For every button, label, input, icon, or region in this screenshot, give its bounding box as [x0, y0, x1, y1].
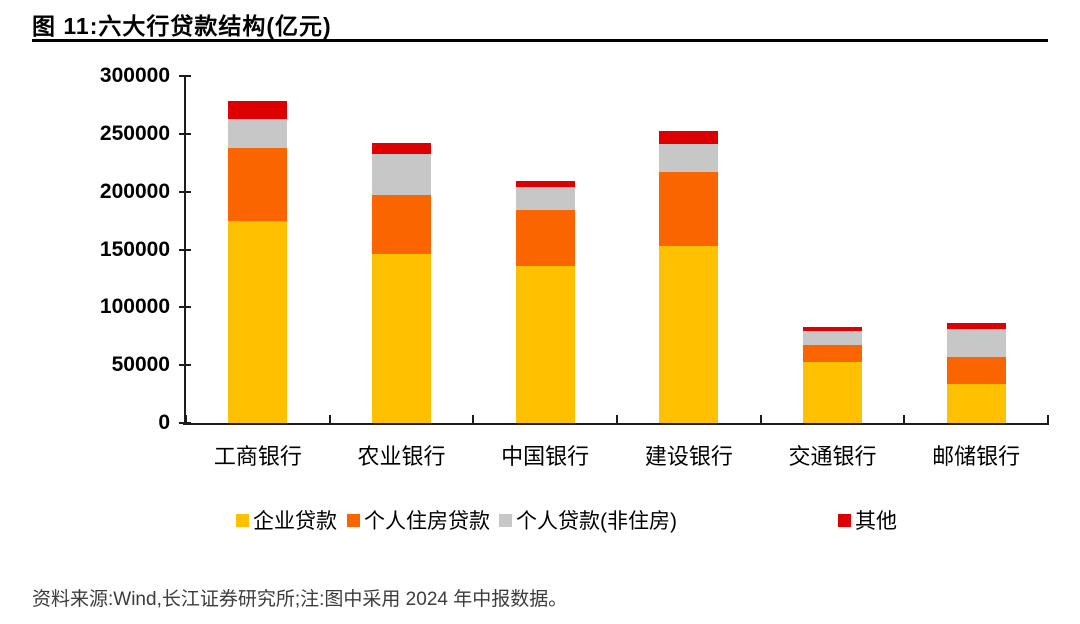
- bar-segment: [372, 154, 431, 196]
- bar-segment: [659, 172, 719, 247]
- bar-segment: [803, 361, 862, 423]
- source-note: 资料来源:Wind,长江证券研究所;注:图中采用 2024 年中报数据。: [32, 589, 568, 610]
- bar-segment: [803, 344, 862, 362]
- x-axis-label: 农业银行: [357, 444, 446, 469]
- figure-title: 图 11:六大行贷款结构(亿元): [32, 13, 332, 39]
- x-axis-tick: [328, 415, 331, 424]
- legend-item: 个人贷款(非住房): [499, 506, 677, 534]
- bar-segment: [659, 246, 719, 423]
- y-axis-label: 300000: [99, 64, 170, 87]
- legend-label: 个人住房贷款: [364, 510, 490, 533]
- y-axis-tick: [179, 190, 191, 193]
- bar-segment: [946, 383, 1006, 423]
- bar-segment: [803, 326, 862, 332]
- y-axis-tick: [179, 75, 191, 77]
- x-axis-label: 交通银行: [788, 444, 877, 469]
- bar-segment: [946, 329, 1006, 358]
- legend-swatch-icon: [838, 513, 851, 527]
- stacked-bar-chart: 0 50000 100000 150000 200000 250000 300000 工商银行…: [99, 64, 1049, 534]
- bar-segment: [515, 181, 575, 188]
- legend-swatch-icon: [236, 513, 249, 527]
- bar-segment: [228, 118, 288, 149]
- x-axis-tick: [1047, 415, 1049, 424]
- bar-segment: [372, 195, 431, 255]
- y-axis-label: 150000: [99, 237, 170, 261]
- x-axis-label: 中国银行: [501, 444, 590, 469]
- bar-segment: [946, 357, 1006, 384]
- y-axis-label: 200000: [99, 179, 170, 203]
- x-axis-tick: [616, 415, 618, 424]
- bar-segment: [228, 220, 288, 423]
- legend-item: 个人住房贷款: [347, 506, 490, 534]
- bar-segment: [372, 142, 431, 155]
- legend-swatch-icon: [347, 513, 360, 527]
- header-rule: [32, 39, 1048, 42]
- x-axis-label: 邮储银行: [932, 444, 1021, 469]
- bar-segment: [946, 322, 1006, 330]
- bar-segment: [228, 148, 288, 221]
- y-axis-tick: [179, 306, 191, 309]
- y-axis-tick: [179, 364, 191, 367]
- bar-segment: [803, 331, 862, 345]
- legend-label: 个人贷款(非住房): [516, 510, 677, 533]
- bar-segment: [228, 101, 288, 119]
- y-axis-label: 0: [158, 411, 170, 434]
- x-axis-tick: [903, 415, 906, 424]
- y-axis-tick: [179, 132, 191, 135]
- x-axis-tick: [472, 415, 475, 424]
- bar-segment: [515, 187, 575, 210]
- legend-item: 其他: [838, 506, 897, 534]
- x-axis-label: 建设银行: [644, 444, 733, 469]
- bar-segment: [515, 209, 575, 267]
- y-axis-line: [184, 76, 186, 425]
- bar-segment: [372, 254, 431, 423]
- x-axis-tick: [185, 415, 187, 424]
- x-axis-line: [183, 423, 1049, 425]
- bar-segment: [659, 130, 719, 144]
- x-axis-label: 工商银行: [213, 444, 302, 469]
- bar-segment: [515, 266, 575, 423]
- legend-item: 企业贷款: [236, 506, 337, 534]
- y-axis-label: 250000: [99, 121, 170, 145]
- y-axis-label: 100000: [99, 295, 170, 319]
- x-axis-tick: [759, 415, 762, 424]
- bar-segment: [659, 143, 719, 172]
- y-axis-label: 50000: [111, 353, 170, 377]
- legend-label: 其他: [855, 510, 897, 533]
- y-axis-tick: [179, 248, 191, 251]
- legend-label: 企业贷款: [253, 510, 337, 533]
- legend-swatch-icon: [499, 513, 512, 527]
